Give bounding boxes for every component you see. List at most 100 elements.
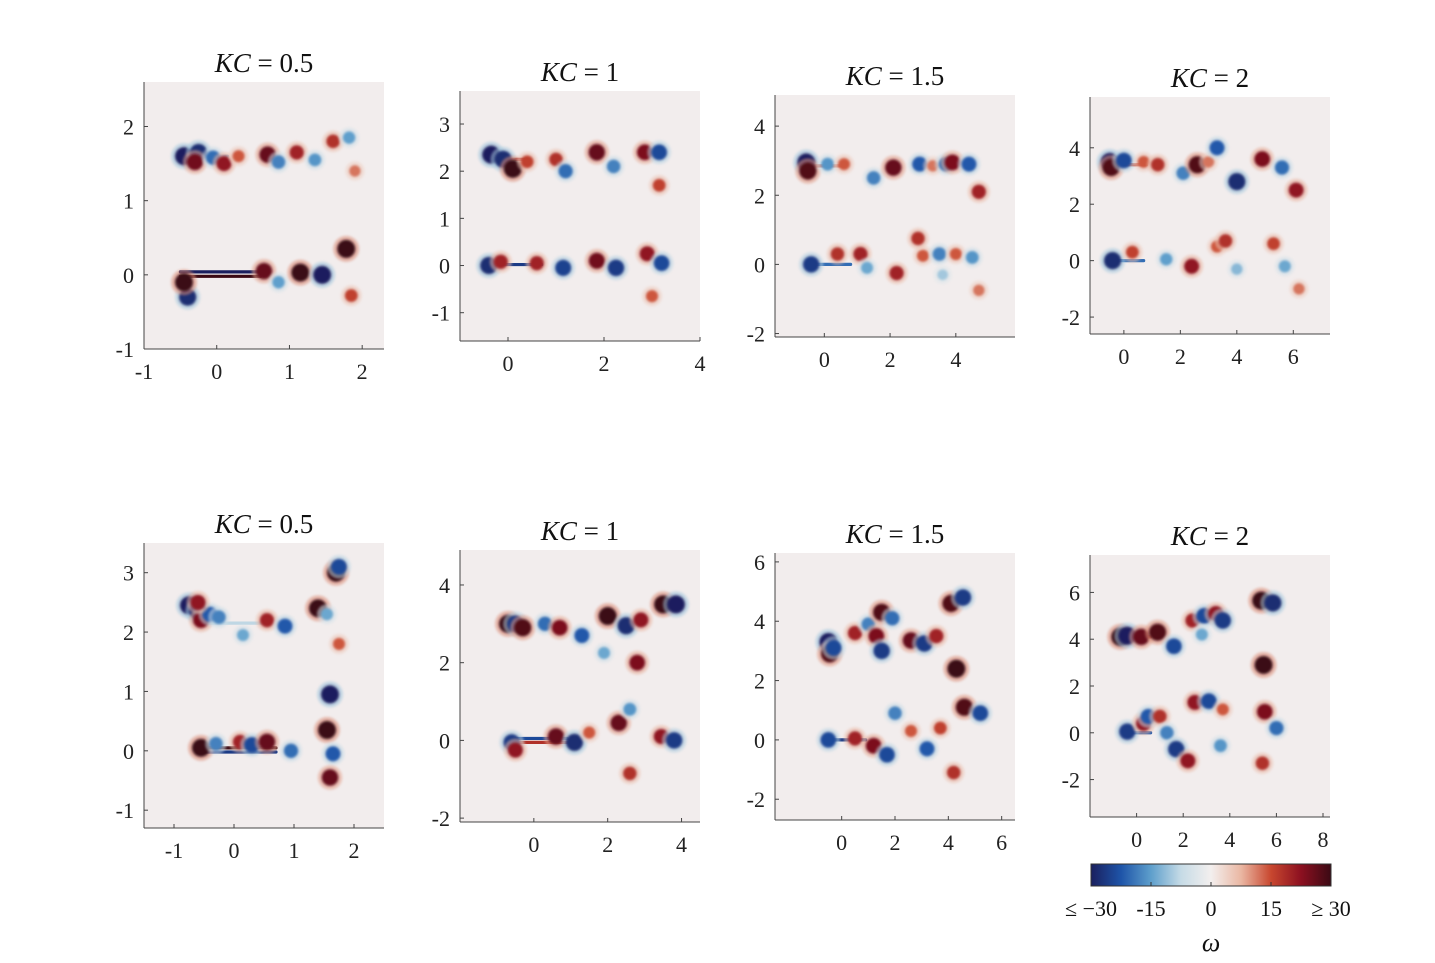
vortex bbox=[610, 714, 628, 732]
vortex bbox=[933, 721, 947, 735]
vortex bbox=[633, 612, 649, 628]
vortex bbox=[1288, 182, 1304, 198]
vortex bbox=[1269, 720, 1284, 736]
vortex bbox=[916, 249, 930, 262]
x-tick-label: 4 bbox=[695, 351, 706, 376]
x-tick-label: -1 bbox=[165, 838, 183, 863]
vortex bbox=[623, 702, 637, 716]
vortex bbox=[551, 619, 568, 636]
y-tick-label: 6 bbox=[754, 550, 765, 575]
vortex bbox=[1293, 283, 1305, 295]
y-tick-label: 2 bbox=[1069, 674, 1080, 699]
vortex bbox=[667, 595, 685, 614]
vortex bbox=[313, 265, 332, 284]
vortex bbox=[232, 150, 245, 163]
y-tick-label: 2 bbox=[123, 115, 134, 140]
vorticity-field bbox=[793, 149, 991, 301]
vortex bbox=[1214, 739, 1227, 753]
x-tick-label: 0 bbox=[836, 830, 847, 855]
vortex bbox=[639, 246, 655, 262]
x-tick-label: 0 bbox=[1131, 827, 1142, 852]
panel-background bbox=[144, 543, 384, 828]
y-tick-label: 0 bbox=[754, 728, 765, 753]
x-tick-label: 0 bbox=[229, 838, 240, 863]
x-tick-label: 2 bbox=[349, 838, 360, 863]
y-tick-label: -2 bbox=[747, 322, 765, 347]
vortex bbox=[799, 162, 817, 180]
colorbar-tick-label: 15 bbox=[1260, 896, 1282, 921]
vortex bbox=[1153, 709, 1167, 724]
vortex bbox=[331, 558, 347, 575]
y-tick-label: 4 bbox=[754, 609, 765, 634]
vortex bbox=[186, 154, 203, 171]
vortex bbox=[911, 231, 925, 246]
vortex bbox=[308, 153, 322, 167]
vortex bbox=[889, 265, 904, 281]
vortex bbox=[866, 171, 881, 185]
vortex bbox=[574, 627, 590, 644]
panel-title: KC = 2 bbox=[1170, 521, 1249, 551]
panel-title: KC = 2 bbox=[1170, 63, 1249, 93]
vortex bbox=[216, 156, 232, 172]
vortex bbox=[349, 165, 361, 177]
y-tick-label: 1 bbox=[123, 679, 134, 704]
vortex bbox=[888, 706, 902, 720]
vorticity-field bbox=[176, 554, 351, 790]
vortex bbox=[1218, 234, 1233, 248]
vortex bbox=[954, 589, 972, 606]
x-tick-label: 2 bbox=[885, 347, 896, 372]
y-tick-label: 4 bbox=[754, 114, 765, 139]
vortex bbox=[190, 594, 206, 610]
vortex bbox=[847, 731, 863, 746]
y-tick-label: -2 bbox=[1062, 768, 1080, 793]
y-tick-label: -1 bbox=[116, 337, 134, 362]
vortex bbox=[1159, 252, 1173, 266]
vortex bbox=[929, 628, 944, 644]
vortex bbox=[860, 261, 874, 274]
vortex bbox=[937, 269, 949, 281]
y-tick-label: 0 bbox=[1069, 721, 1080, 746]
vortex bbox=[588, 252, 605, 269]
vortex bbox=[645, 290, 659, 303]
panel-title: KC = 0.5 bbox=[214, 509, 314, 539]
vortex bbox=[1103, 252, 1122, 270]
y-tick-label: 2 bbox=[754, 669, 765, 694]
panel-title: KC = 1.5 bbox=[845, 519, 945, 549]
vortex bbox=[1148, 623, 1167, 641]
y-tick-label: -1 bbox=[116, 798, 134, 823]
vortex bbox=[236, 628, 250, 642]
vortex bbox=[961, 156, 977, 172]
x-tick-label: 4 bbox=[943, 830, 954, 855]
vortex bbox=[944, 154, 961, 171]
vortex bbox=[873, 642, 890, 660]
vortex bbox=[1200, 693, 1217, 710]
vortex bbox=[830, 247, 845, 261]
colorbar-label: ω bbox=[1202, 928, 1220, 957]
panel-3: 0 2 4 -2 0 2 4 KC = 1.5 bbox=[747, 61, 1015, 372]
vortex bbox=[344, 289, 358, 303]
colorbar-tick-label: 0 bbox=[1206, 896, 1217, 921]
vortex bbox=[325, 746, 341, 762]
x-tick-label: 0 bbox=[1118, 344, 1129, 369]
vortex bbox=[1216, 703, 1229, 716]
x-tick-label: 1 bbox=[284, 359, 295, 384]
vortex bbox=[1150, 157, 1165, 172]
vorticity-field bbox=[1107, 587, 1288, 774]
y-tick-label: 0 bbox=[754, 252, 765, 277]
x-tick-label: 4 bbox=[1224, 827, 1235, 852]
vortex bbox=[652, 178, 666, 192]
y-tick-label: -2 bbox=[1062, 305, 1080, 330]
vortex bbox=[946, 765, 961, 780]
y-tick-label: 4 bbox=[1069, 627, 1080, 652]
colorbar-tick-label: -15 bbox=[1136, 896, 1165, 921]
vortex bbox=[272, 276, 285, 289]
vortex bbox=[607, 259, 625, 277]
vortex bbox=[973, 284, 985, 297]
x-tick-label: 4 bbox=[1231, 344, 1242, 369]
vortex bbox=[1274, 160, 1290, 175]
vortex bbox=[175, 273, 193, 292]
vortex bbox=[555, 259, 572, 276]
vortex bbox=[1278, 260, 1291, 273]
panel-6: 0 2 4 -2 0 2 4 KC = 1 bbox=[432, 516, 700, 857]
